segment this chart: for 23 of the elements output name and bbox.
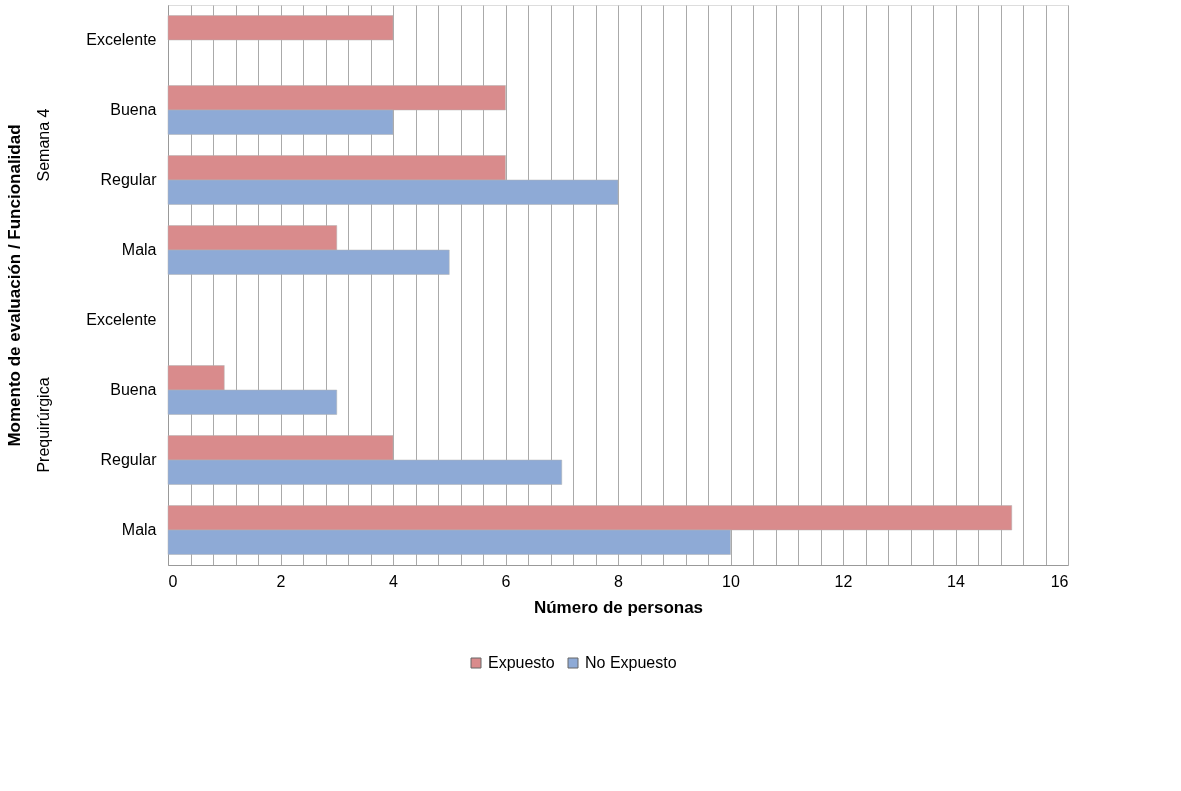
y-tick-label: Excelente	[86, 31, 157, 48]
x-tick-label: 12	[834, 572, 853, 590]
y-tick-label: Regular	[100, 451, 158, 468]
x-tick-label: 16	[1050, 572, 1069, 590]
x-tick-label: 14	[947, 572, 965, 590]
x-tick-label: 6	[501, 572, 511, 590]
text: Semana 4	[35, 108, 52, 182]
x-tick-label: 0	[168, 572, 178, 590]
text: Prequirúrgica	[35, 377, 52, 473]
y-tick-label: Mala	[121, 521, 157, 538]
y-tick-label: Excelente	[86, 311, 157, 328]
x-tick-label: 10	[722, 572, 740, 590]
x-axis-title: Número de personas	[533, 597, 704, 617]
x-tick-label: 8	[614, 572, 624, 590]
legend-label: Expuesto	[488, 654, 555, 671]
y-axis-title: Momento de evaluación / Funcionalidad	[5, 124, 25, 447]
x-tick-label: 4	[389, 572, 399, 590]
y-tick-label: Regular	[100, 171, 158, 188]
legend-label: No Expuesto	[585, 654, 677, 671]
y-tick-label: Buena	[110, 101, 157, 118]
y-tick-label: Mala	[121, 241, 157, 258]
y-tick-label: Buena	[110, 381, 157, 398]
x-tick-label: 2	[276, 572, 286, 590]
